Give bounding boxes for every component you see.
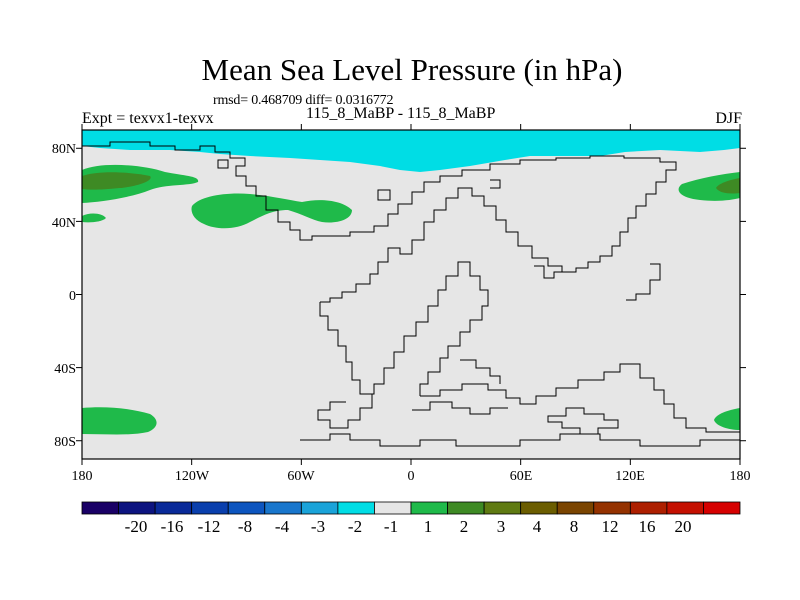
colorbar-label: -4: [275, 517, 290, 536]
x-tick-label-60e: 60E: [510, 469, 533, 484]
positive-anomaly-core: [82, 172, 151, 190]
season-label: DJF: [715, 110, 742, 127]
colorbar-swatch: [191, 501, 229, 515]
x-tick-label-60w: 60W: [287, 469, 315, 484]
colorbar-swatch: [483, 501, 522, 515]
colorbar-label: 12: [602, 517, 619, 536]
colorbar-swatch: [556, 501, 595, 515]
colorbar: [81, 501, 741, 515]
x-tick-label-0: 0: [408, 469, 415, 484]
colorbar-swatch: [337, 501, 375, 515]
experiment-label: Expt = texvx1-texvx: [82, 110, 214, 127]
colorbar-swatch: [593, 501, 631, 515]
y-tick-label-80n: 80N: [52, 142, 76, 157]
axis-ticks: [76, 124, 746, 465]
colorbar-label: 3: [497, 517, 506, 536]
negative-anomaly-region: [82, 130, 740, 172]
colorbar-swatch: [520, 501, 558, 515]
x-tick-label-120w: 120W: [175, 469, 210, 484]
colorbar-swatch: [154, 501, 193, 515]
colorbar-label: -12: [198, 517, 221, 536]
colorbar-label: 8: [570, 517, 579, 536]
plot-title: Mean Sea Level Pressure (in hPa): [201, 52, 623, 87]
colorbar-swatch: [666, 501, 704, 515]
x-tick-label-120e: 120E: [615, 469, 645, 484]
period-label: 115_8_MaBP - 115_8_MaBP: [306, 105, 496, 122]
positive-anomaly-region: [82, 213, 106, 223]
colorbar-swatch: [81, 501, 119, 515]
y-tick-label-0: 0: [69, 289, 76, 304]
colorbar-labels: -20 -16 -12 -8 -4 -3 -2 -1 1 2 3 4 8 12 …: [125, 517, 692, 536]
colorbar-label: -1: [384, 517, 398, 536]
positive-anomaly-region: [714, 408, 740, 430]
colorbar-label: 4: [533, 517, 542, 536]
colorbar-swatch: [118, 501, 156, 515]
colorbar-label: -16: [161, 517, 184, 536]
y-tick-label-40s: 40S: [54, 362, 76, 377]
y-tick-label-40n: 40N: [52, 216, 76, 231]
stats-label: rmsd= 0.468709 diff= 0.0316772: [213, 93, 394, 108]
colorbar-label: 2: [460, 517, 469, 536]
colorbar-label: 1: [424, 517, 433, 536]
colorbar-label: -3: [311, 517, 325, 536]
anomaly-fields: [82, 130, 740, 435]
map-background: [82, 130, 740, 459]
colorbar-swatch: [629, 501, 668, 515]
colorbar-label: -2: [348, 517, 362, 536]
positive-anomaly-region: [82, 407, 157, 435]
colorbar-swatch: [410, 501, 448, 515]
colorbar-swatch: [300, 501, 339, 515]
colorbar-swatch: [703, 501, 741, 515]
colorbar-label: 16: [639, 517, 656, 536]
y-tick-label-80s: 80S: [54, 435, 76, 450]
colorbar-label: -20: [125, 517, 148, 536]
colorbar-swatch: [447, 501, 485, 515]
colorbar-swatch: [374, 501, 412, 515]
positive-anomaly-region: [191, 193, 352, 229]
x-tick-label-180e: 180: [730, 469, 751, 484]
positive-anomaly-core: [716, 178, 740, 194]
colorbar-swatch: [227, 501, 266, 515]
x-tick-label-180w: 180: [72, 469, 93, 484]
colorbar-label: 20: [675, 517, 692, 536]
positive-anomaly-region: [678, 172, 740, 201]
colorbar-swatch: [264, 501, 302, 515]
colorbar-label: -8: [238, 517, 252, 536]
coastlines: [82, 141, 740, 447]
